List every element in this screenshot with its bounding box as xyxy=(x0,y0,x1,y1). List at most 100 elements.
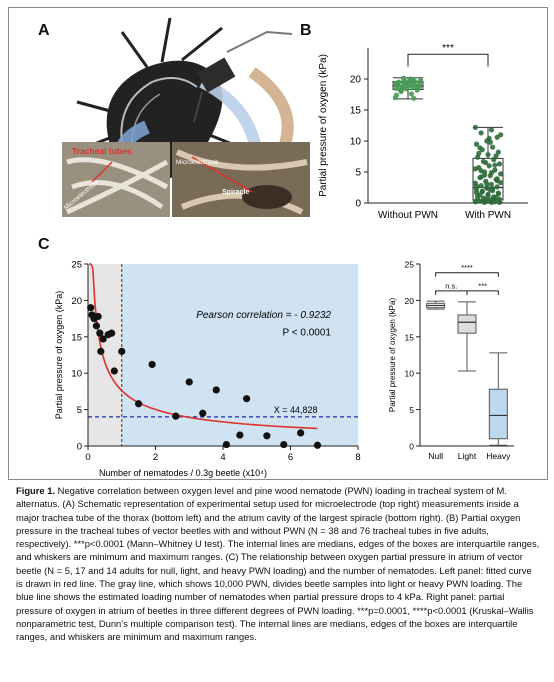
label-microelectrode-right: Microelectrode xyxy=(176,159,219,166)
data-point xyxy=(493,153,499,159)
x-tick-label: Light xyxy=(458,451,477,461)
chart-c-scatter: 0 5 10 15 20 25 0 2 4 6 8 Number of nematodes / 0.3… xyxy=(54,260,361,479)
data-point xyxy=(483,160,489,166)
data-point xyxy=(97,347,105,355)
data-point xyxy=(496,199,503,205)
label-spiracle: Spiracle xyxy=(222,189,249,196)
correlation-label: Pearson correlation = - 0.9232 xyxy=(196,310,331,321)
x-tick-label: Null xyxy=(428,451,443,461)
y-axis-label: Partial pressure of oxygen (kPa) xyxy=(318,54,329,197)
significance-null-light-label: n.s. xyxy=(445,281,457,290)
data-point xyxy=(472,199,478,205)
data-point xyxy=(485,152,491,158)
y-tick-label: 0 xyxy=(355,199,361,210)
data-point xyxy=(477,145,483,151)
data-point xyxy=(491,157,497,163)
significance-bracket xyxy=(407,53,489,67)
data-point xyxy=(408,91,415,97)
data-point xyxy=(406,82,412,88)
x-tick-label: 4 xyxy=(220,452,225,463)
figure-caption: Figure 1. Negative correlation between o… xyxy=(16,484,540,644)
data-point xyxy=(400,75,406,81)
panel-a-schematic: Tracheal tubes Microelectrode Microelect… xyxy=(62,17,310,217)
data-point xyxy=(478,168,484,174)
y-tick-label: 25 xyxy=(71,260,82,271)
data-point xyxy=(494,176,500,182)
x-axis-label: Number of nematodes / 0.3g beetle (x10⁴) xyxy=(99,468,267,478)
significance-null-heavy-label: **** xyxy=(461,263,473,272)
significance-null-light-bracket xyxy=(435,290,468,295)
panel-c-letter: C xyxy=(38,236,50,253)
x-tick-label: 0 xyxy=(85,452,90,463)
box-heavy xyxy=(488,352,508,446)
data-point xyxy=(478,130,484,136)
fitted-curve xyxy=(89,263,318,430)
y-tick-label: 0 xyxy=(409,442,414,452)
x-tick-label: With PWN xyxy=(465,210,511,221)
data-point xyxy=(488,181,495,187)
box-light xyxy=(457,301,477,372)
data-point xyxy=(212,386,220,394)
data-point xyxy=(416,84,423,90)
significance-null-heavy-bracket xyxy=(435,272,499,277)
data-point xyxy=(236,431,244,439)
box-null xyxy=(426,300,446,310)
data-point xyxy=(263,432,271,440)
data-point xyxy=(280,440,288,449)
data-point xyxy=(243,395,251,403)
data-point xyxy=(479,188,485,194)
data-point xyxy=(473,141,480,147)
data-point xyxy=(484,184,490,191)
box-without-pwn xyxy=(392,75,424,101)
caption-text: Negative correlation between oxygen leve… xyxy=(16,485,540,643)
y-tick-label: 10 xyxy=(350,137,362,148)
data-point xyxy=(172,412,180,420)
y-axis-label: Partial pressure of oxygen (kPa) xyxy=(54,291,64,420)
data-point xyxy=(472,166,478,172)
data-point xyxy=(485,193,491,199)
data-point xyxy=(473,189,480,196)
data-point xyxy=(222,440,230,449)
y-axis-label: Partial pressure of oxygen (kPa) xyxy=(388,298,397,413)
chart-c-boxplot: 0 5 10 15 20 25 Partial pressure of oxygen (kP… xyxy=(388,260,514,461)
data-point xyxy=(494,184,500,190)
panel-b-letter: B xyxy=(300,22,312,39)
data-point xyxy=(92,322,101,330)
data-point xyxy=(148,360,156,369)
y-tick-label: 5 xyxy=(355,168,361,179)
heavy-region xyxy=(121,264,358,446)
significance-light-heavy-label: *** xyxy=(478,281,487,290)
y-tick-label: 15 xyxy=(405,332,415,342)
y-tick-label: 25 xyxy=(405,260,415,270)
y-tick-label: 20 xyxy=(71,296,82,307)
data-point xyxy=(483,197,489,203)
data-point xyxy=(481,172,488,178)
data-point xyxy=(486,163,492,169)
data-point xyxy=(313,441,322,449)
data-point xyxy=(495,149,501,155)
data-point xyxy=(418,77,424,83)
data-point xyxy=(488,127,495,133)
data-point xyxy=(199,409,207,417)
x-tick-label: Without PWN xyxy=(378,210,438,221)
data-point xyxy=(490,196,496,202)
x-tick-label: 6 xyxy=(288,452,293,463)
y-tick-label: 10 xyxy=(405,369,415,379)
data-point xyxy=(476,150,482,156)
data-point xyxy=(495,191,501,197)
threshold-label: X = 44,828 xyxy=(274,405,318,415)
y-tick-label: 15 xyxy=(71,332,82,343)
y-tick-label: 5 xyxy=(77,405,82,416)
y-tick-label: 20 xyxy=(405,296,415,306)
data-point xyxy=(94,312,102,321)
data-point xyxy=(410,77,416,83)
data-point xyxy=(297,429,305,437)
data-point xyxy=(472,124,478,130)
y-tick-label: 5 xyxy=(409,405,414,415)
data-point xyxy=(492,162,498,168)
data-point xyxy=(411,95,417,101)
significance-light-heavy-bracket xyxy=(466,290,499,295)
data-point xyxy=(498,179,504,186)
iqr-box xyxy=(457,314,477,334)
iqr-box xyxy=(488,388,508,440)
